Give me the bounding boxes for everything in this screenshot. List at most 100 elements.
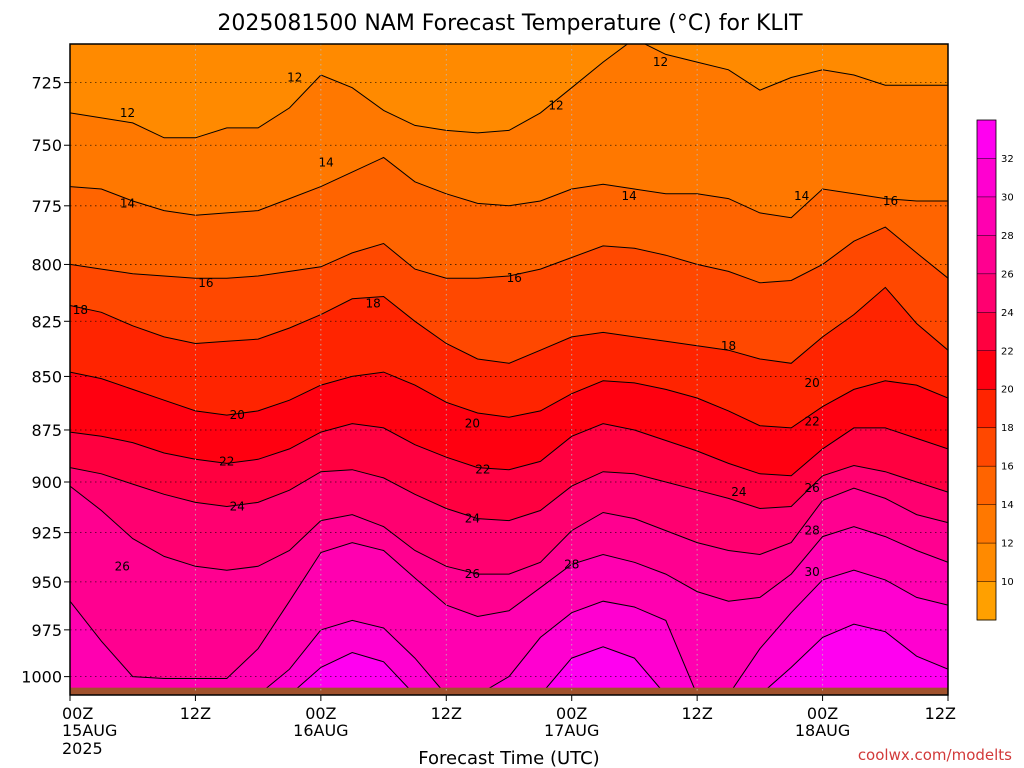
- colorbar-label: 14: [1001, 500, 1014, 511]
- y-tick-label: 975: [31, 621, 62, 640]
- isotherm-26: [70, 485, 948, 575]
- colorbar-label: 26: [1001, 269, 1014, 280]
- contour-label: 24: [230, 499, 245, 513]
- colorbar-label: 12: [1001, 539, 1014, 550]
- isotherm-18: [70, 286, 948, 364]
- x-tick-label: 12Z: [431, 704, 462, 723]
- contour-label: 22: [804, 415, 819, 429]
- contour-label: 14: [318, 155, 333, 169]
- contour-label: 14: [794, 189, 809, 203]
- isotherm-14: [70, 156, 948, 219]
- contour-label: 20: [465, 417, 480, 431]
- contour-label: 26: [804, 481, 819, 495]
- y-tick-label: 750: [31, 136, 62, 155]
- colorbar-swatch: [977, 235, 996, 275]
- contour-label: 16: [883, 194, 898, 208]
- x-tick-year: 2025: [62, 739, 103, 758]
- contour-label: 14: [622, 189, 637, 203]
- colorbar-label: 10: [1001, 577, 1014, 588]
- colorbar-swatch: [977, 273, 996, 313]
- isotherm-lines: [70, 44, 948, 695]
- contour-label: 18: [365, 296, 380, 310]
- isotherm-28: [70, 526, 948, 679]
- contour-label: 24: [465, 512, 480, 526]
- contour-label: 26: [115, 559, 130, 573]
- colorbar-swatch: [977, 196, 996, 236]
- contour-label: 20: [230, 408, 245, 422]
- colorbar-swatch: [977, 581, 996, 621]
- x-tick-label: 00Z: [807, 704, 838, 723]
- contour-label: 24: [731, 485, 746, 499]
- contour-label: 16: [198, 276, 213, 290]
- y-axis: 725 750 775 800 825 850 875 900 925 950 975 1000: [21, 74, 70, 687]
- contour-label: 12: [548, 98, 563, 112]
- x-tick-label: 12Z: [925, 704, 956, 723]
- colorbar-swatch: [977, 543, 996, 583]
- isotherm-22: [70, 423, 948, 477]
- colorbar-label: 30: [1001, 192, 1014, 203]
- contour-labels: 12 12 12 12 14 14 14 14 16 16 16 18 18 18 20 20 20 22 22 22…: [73, 55, 898, 581]
- contour-label: 18: [73, 303, 88, 317]
- colorbar-swatch: [977, 466, 996, 506]
- colorbar-swatch: [977, 120, 996, 159]
- y-tick-label: 875: [31, 421, 62, 440]
- colorbar-frame: [976, 119, 997, 621]
- contour-label: 12: [287, 71, 302, 85]
- plot-frame: [69, 43, 949, 696]
- x-tick-label: 00Z: [62, 704, 93, 723]
- colorbar-label: 16: [1001, 462, 1014, 473]
- contour-label: 12: [120, 106, 135, 120]
- y-tick-label: 900: [31, 473, 62, 492]
- colorbar-swatch: [977, 350, 996, 390]
- ground-layer: [70, 687, 948, 695]
- colorbar-label: 32: [1001, 154, 1014, 165]
- x-axis-title: Forecast Time (UTC): [418, 748, 599, 768]
- x-tick-label: 12Z: [180, 704, 211, 723]
- colorbar-label: 20: [1001, 385, 1014, 396]
- colorbar-swatch: [977, 389, 996, 429]
- colorbar-swatch: [977, 158, 996, 198]
- contour-label: 20: [804, 376, 819, 390]
- x-tick-label: 00Z: [305, 704, 336, 723]
- y-tick-label: 925: [31, 524, 62, 543]
- x-tick-label: 12Z: [681, 704, 712, 723]
- contour-label: 26: [465, 567, 480, 581]
- temperature-bands: [70, 44, 948, 695]
- colorbar: 10 12 14 16 18 20 22 24 26 28 30 32: [976, 119, 1014, 621]
- isotherm-24: [70, 464, 948, 522]
- x-tick-date: 18AUG: [795, 721, 850, 740]
- colorbar-label: 24: [1001, 308, 1014, 319]
- colorbar-label: 18: [1001, 423, 1014, 434]
- colorbar-swatch: [977, 312, 996, 352]
- contour-label: 14: [120, 196, 135, 210]
- isotherm-12: [70, 44, 948, 139]
- contour-label: 18: [721, 339, 736, 353]
- contour-label: 28: [804, 524, 819, 538]
- y-tick-label: 1000: [21, 668, 62, 687]
- x-tick-label: 00Z: [556, 704, 587, 723]
- isotherm-16: [70, 226, 948, 284]
- isotherm-32: [70, 623, 948, 695]
- contour-label: 12: [653, 55, 668, 69]
- y-tick-label: 825: [31, 312, 62, 331]
- chart-title: 2025081500 NAM Forecast Temperature (°C)…: [217, 11, 803, 36]
- ground-band: [70, 687, 948, 695]
- colorbar-label: 22: [1001, 346, 1014, 357]
- colorbar-swatch: [977, 427, 996, 467]
- contour-label: 22: [219, 454, 234, 468]
- contour-label: 16: [507, 271, 522, 285]
- contour-label: 28: [564, 557, 579, 571]
- colorbar-label: 28: [1001, 231, 1014, 242]
- contour-label: 30: [804, 565, 819, 579]
- y-tick-label: 800: [31, 255, 62, 274]
- y-tick-label: 950: [31, 573, 62, 592]
- x-tick-date: 16AUG: [293, 721, 348, 740]
- credit-text: coolwx.com/modelts: [858, 746, 1012, 764]
- isotherm-30: [70, 569, 948, 695]
- y-tick-label: 725: [31, 74, 62, 93]
- y-tick-label: 850: [31, 367, 62, 386]
- x-tick-date: 17AUG: [544, 721, 599, 740]
- x-tick-date: 15AUG: [62, 721, 117, 740]
